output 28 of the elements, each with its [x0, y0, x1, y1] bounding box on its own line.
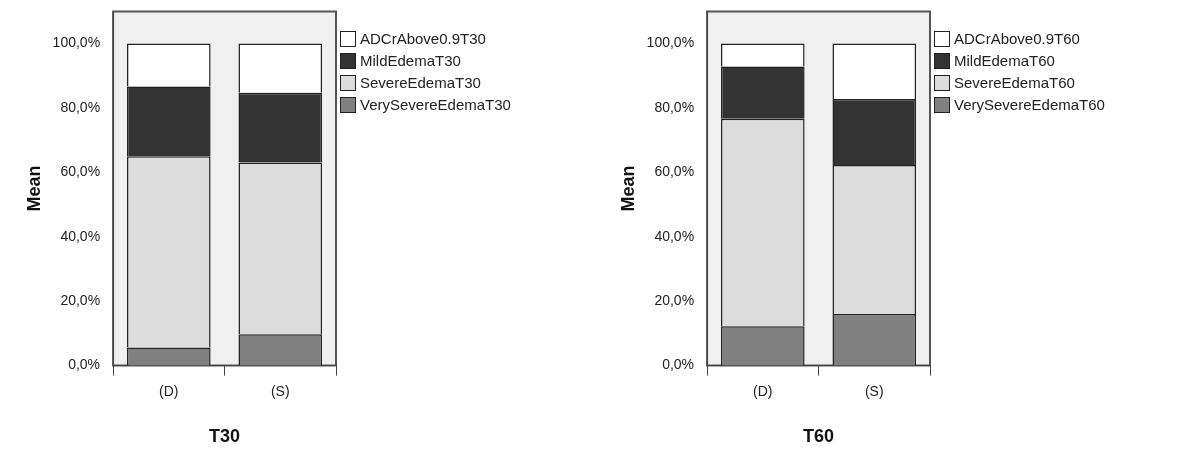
y-tick-label: 100,0%	[52, 34, 101, 51]
legend-label: VerySevereEdemaT60	[954, 96, 1105, 113]
x-axis-title: T60	[803, 426, 835, 447]
x-tick-label: (D)	[159, 382, 179, 399]
legend-label: MildEdemaT60	[954, 52, 1055, 69]
legend-label: MildEdemaT30	[360, 52, 461, 69]
x-axis-title: T30	[209, 426, 241, 447]
legend-label: ADCrAbove0.9T30	[360, 30, 486, 47]
y-tick-label: 20,0%	[60, 292, 101, 309]
text: SevereEdemaT30	[360, 74, 481, 91]
text: SevereEdemaT60	[954, 74, 1075, 91]
x-tick-label: (S)	[270, 382, 290, 399]
x-tick-label: (D)	[753, 382, 773, 399]
y-tick-label: 40,0%	[60, 227, 101, 244]
y-tick-label: 0,0%	[68, 356, 101, 373]
y-tick-label: 40,0%	[654, 227, 695, 244]
y-tick-label: 80,0%	[60, 98, 101, 115]
y-tick-label: 100,0%	[646, 34, 695, 51]
y-tick-label: 20,0%	[654, 292, 695, 309]
legend-label: VerySevereEdemaT30	[360, 96, 511, 113]
legend-label: ADCrAbove0.9T60	[954, 30, 1080, 47]
y-axis-title: Mean	[23, 165, 44, 212]
x-tick-label: (S)	[864, 382, 884, 399]
y-tick-label: 60,0%	[60, 163, 101, 180]
y-axis-title: Mean	[617, 165, 638, 212]
y-tick-label: 80,0%	[654, 98, 695, 115]
y-tick-label: 60,0%	[654, 163, 695, 180]
y-tick-label: 0,0%	[662, 356, 695, 373]
